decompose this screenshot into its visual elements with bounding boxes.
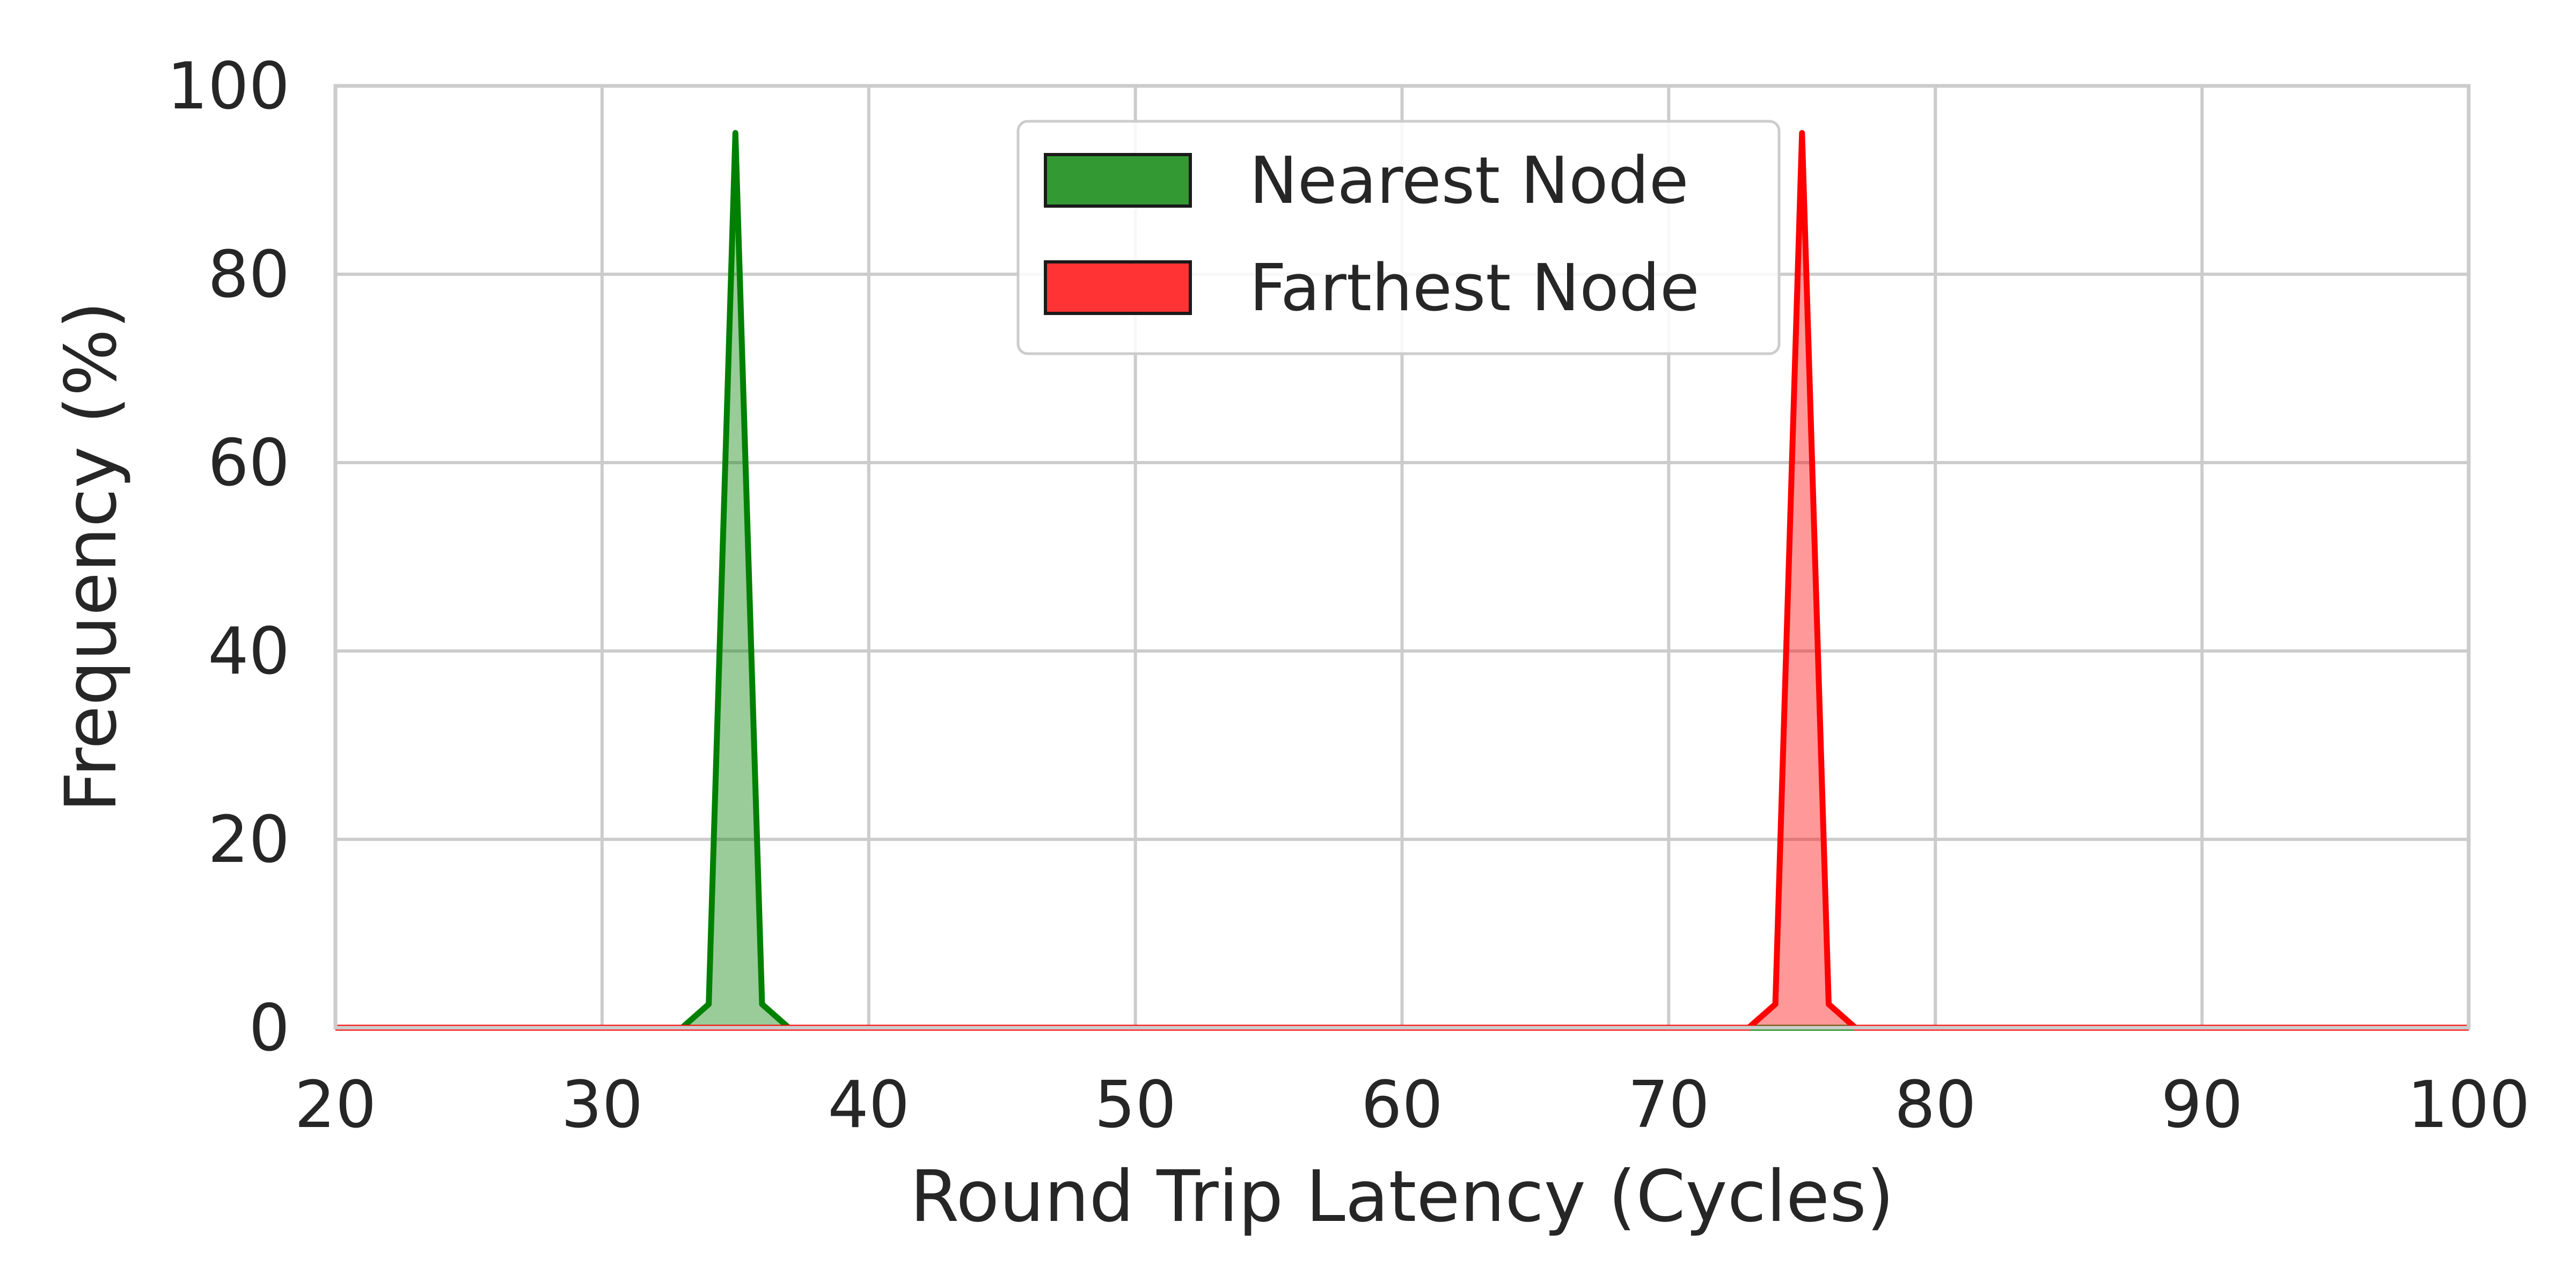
x-tick-label: 50 [1094, 1068, 1176, 1143]
y-tick-label: 60 [208, 426, 290, 501]
y-tick-label: 20 [208, 803, 290, 877]
y-tick-label: 40 [208, 614, 290, 689]
legend: Nearest Node Farthest Node [1016, 120, 1781, 355]
x-tick-label: 20 [295, 1068, 377, 1143]
legend-label: Nearest Node [1249, 144, 1689, 218]
x-tick-label: 30 [561, 1068, 643, 1143]
legend-box [1016, 120, 1781, 355]
x-tick-label: 40 [828, 1068, 910, 1143]
legend-entries: Nearest Node Farthest Node [1044, 144, 1700, 326]
legend-swatch [1044, 153, 1192, 208]
legend-label: Farthest Node [1249, 251, 1700, 326]
y-axis-label: Frequency (%) [50, 301, 133, 812]
x-tick-label: 60 [1361, 1068, 1443, 1143]
y-tick-label: 100 [167, 49, 290, 124]
legend-entry: Nearest Node [1044, 144, 1689, 218]
y-tick-label: 80 [208, 238, 290, 312]
legend-swatch [1044, 260, 1192, 315]
plot-frame [333, 84, 2471, 1030]
x-tick-label: 100 [2407, 1068, 2530, 1143]
x-axis-ticks: 20 30 40 50 60 70 80 90 100 [295, 1068, 2530, 1143]
x-tick-label: 70 [1628, 1068, 1710, 1143]
legend-entry: Farthest Node [1044, 251, 1700, 326]
x-tick-label: 80 [1894, 1068, 1977, 1143]
y-axis-ticks: 0 20 40 60 80 100 [167, 49, 290, 1066]
x-axis-label: Round Trip Latency (Cycles) [910, 1155, 1894, 1238]
y-tick-label: 0 [249, 991, 290, 1066]
x-tick-label: 90 [2161, 1068, 2243, 1143]
